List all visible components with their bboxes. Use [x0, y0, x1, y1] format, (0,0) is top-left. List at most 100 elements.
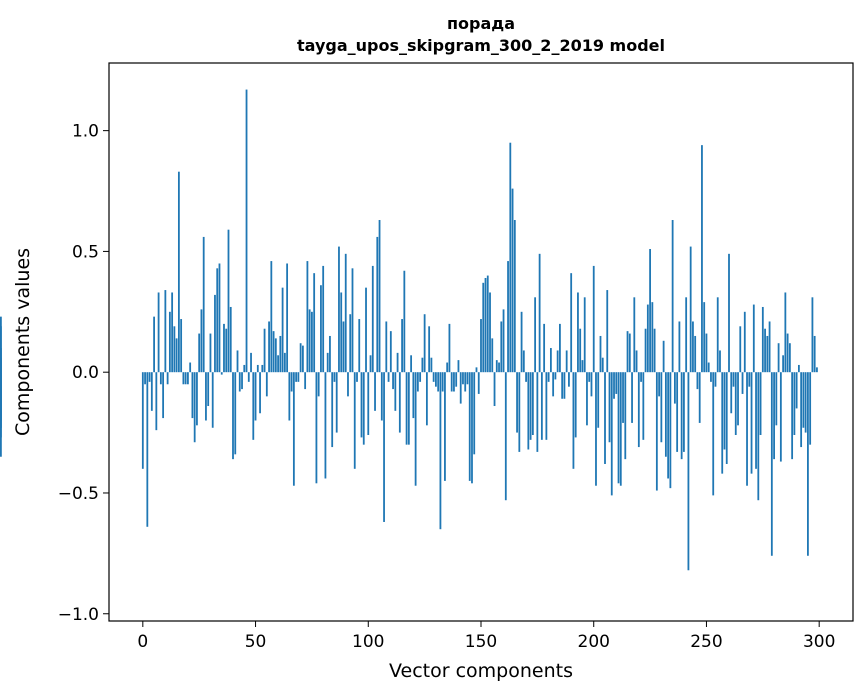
bar: [513, 220, 516, 373]
bar: [177, 171, 180, 373]
bar: [525, 372, 527, 382]
bar: [227, 229, 230, 373]
bars-group: [0, 89, 818, 571]
bar: [225, 328, 228, 373]
bar: [232, 372, 234, 460]
bar: [448, 323, 451, 373]
chart-title: порада: [447, 14, 515, 33]
bar: [340, 292, 343, 373]
bar: [579, 328, 582, 373]
bar: [649, 249, 651, 373]
bar: [141, 372, 144, 469]
y-tick-label: 1.0: [72, 122, 99, 142]
x-tick-label: 100: [352, 632, 384, 652]
bar: [527, 372, 530, 450]
bar: [692, 321, 694, 373]
bar: [752, 304, 755, 373]
bar: [755, 372, 757, 469]
bar: [171, 292, 174, 373]
bar: [662, 340, 665, 373]
bar: [545, 372, 548, 440]
bar: [768, 321, 771, 373]
bar: [721, 372, 724, 474]
bar: [676, 372, 679, 452]
bar: [182, 372, 185, 385]
bar: [748, 372, 751, 387]
bar: [554, 372, 557, 380]
bar: [730, 372, 733, 414]
bar: [304, 372, 307, 390]
bar: [247, 372, 250, 382]
bar: [761, 306, 764, 373]
bar: [716, 297, 719, 373]
x-tick-label: 200: [578, 632, 610, 652]
bar: [687, 372, 690, 571]
bar: [157, 292, 160, 373]
bar: [144, 372, 146, 385]
bar: [577, 292, 579, 373]
bar: [292, 372, 295, 486]
bar: [667, 372, 670, 479]
bar: [150, 372, 153, 411]
bar: [703, 302, 706, 373]
bar: [243, 364, 246, 373]
bar: [369, 355, 372, 373]
bar: [655, 372, 658, 491]
bar: [238, 372, 241, 392]
bar: [486, 275, 489, 373]
y-axis-label: Components values: [12, 248, 34, 436]
bar: [389, 331, 392, 373]
bar: [0, 372, 2, 421]
x-tick-label: 250: [690, 632, 722, 652]
bar: [786, 333, 789, 373]
bar: [784, 292, 787, 373]
bar: [155, 372, 158, 431]
bar: [220, 372, 223, 375]
bar: [592, 265, 595, 373]
bar: [214, 294, 216, 373]
bar: [196, 372, 198, 426]
bar: [599, 335, 602, 373]
bar: [286, 263, 289, 373]
bar: [572, 372, 575, 469]
bar: [489, 292, 491, 373]
x-tick-label: 300: [803, 632, 835, 652]
bar: [173, 326, 176, 373]
bar: [538, 253, 541, 373]
bar: [245, 89, 248, 373]
bar: [407, 372, 410, 445]
bar: [351, 268, 354, 373]
bar: [455, 372, 458, 387]
bar: [473, 372, 476, 455]
bar: [322, 265, 325, 373]
bar: [741, 372, 744, 394]
bar: [498, 362, 500, 373]
bar: [565, 350, 568, 373]
bar: [811, 297, 814, 373]
bar: [272, 331, 275, 373]
bar: [202, 236, 205, 373]
bar: [412, 372, 415, 419]
bar: [166, 372, 169, 385]
bar: [804, 372, 807, 433]
bar: [414, 372, 417, 486]
bar: [471, 372, 473, 484]
bar: [398, 372, 401, 433]
bar: [441, 372, 444, 392]
bar: [743, 311, 746, 373]
plot-area-frame: [108, 62, 854, 622]
bar: [642, 372, 645, 440]
bar: [457, 360, 460, 373]
bar: [270, 261, 273, 373]
bar: [333, 372, 336, 382]
bar: [329, 335, 331, 373]
bar: [437, 372, 440, 392]
bar: [520, 311, 523, 373]
bar: [788, 343, 791, 373]
bar: [241, 372, 243, 390]
bar: [777, 343, 780, 373]
bar: [750, 372, 753, 474]
bar: [685, 297, 688, 373]
bar: [547, 372, 550, 382]
bar: [809, 372, 812, 445]
